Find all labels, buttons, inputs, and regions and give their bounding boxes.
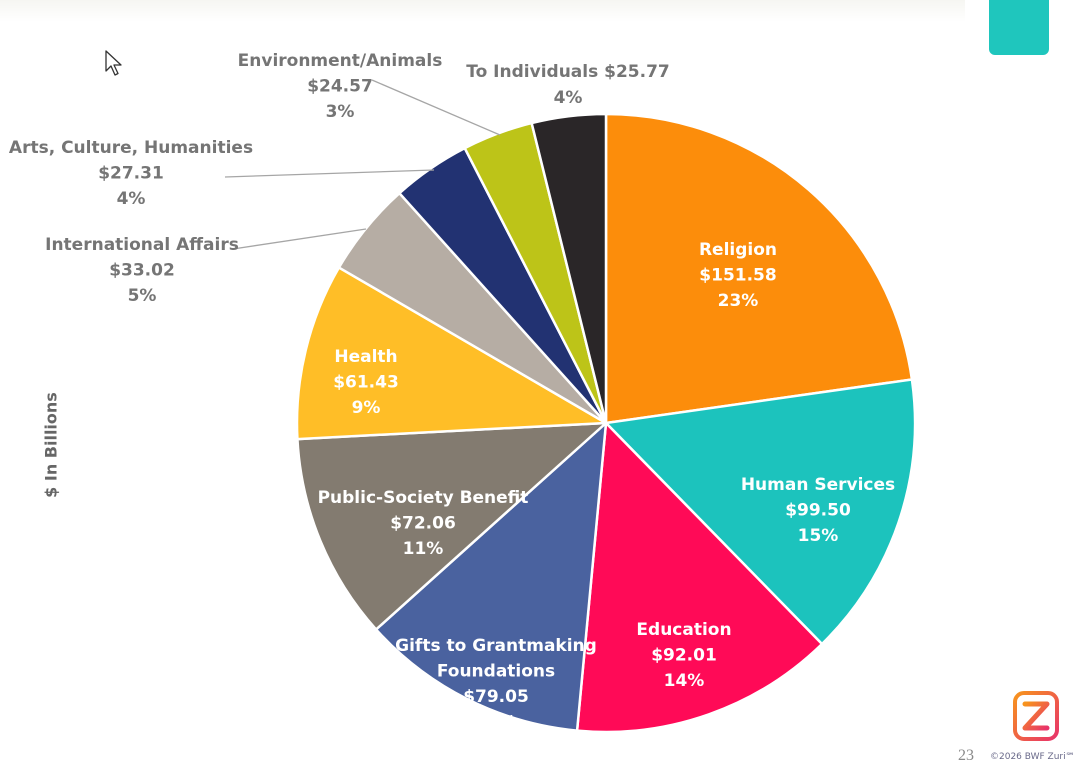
data-label-value-environment-animals: $24.57 — [307, 77, 373, 97]
pie-slice-health — [295, 266, 608, 441]
data-label-value-human-services: $99.50 — [785, 501, 851, 521]
data-label-name-international-affairs: International Affairs — [45, 235, 239, 255]
data-label-pct-public-society-benefit: 11% — [403, 539, 444, 559]
copyright-notice: ©2026 BWF Zuri℠ — [990, 752, 1075, 762]
zuri-logo-icon — [1013, 691, 1059, 741]
data-label-value-public-society-benefit: $72.06 — [390, 514, 456, 534]
pie-slice-public-society-benefit — [296, 421, 608, 631]
leader-line-international-affairs — [232, 228, 367, 250]
data-label-name-gifts-to-grantmaking-foundations: Gifts to Grantmaking — [395, 636, 597, 656]
data-label-pct-to-individuals: 4% — [554, 88, 583, 108]
data-label-name-health: Health — [334, 347, 397, 367]
pie-slice-human-services — [604, 378, 917, 646]
pie-slice-to-individuals — [530, 112, 608, 425]
data-label-pct-gifts-to-grantmaking-foundations: 12% — [476, 713, 517, 733]
slide-number: 23 — [958, 747, 974, 764]
accent-corner-block — [989, 0, 1049, 55]
data-label-name-religion: Religion — [699, 240, 777, 260]
data-label-pct-arts-culture-humanities: 4% — [117, 189, 146, 209]
data-label-value-education: $92.01 — [651, 646, 717, 666]
pie-slice-religion — [604, 112, 914, 425]
data-label-value-arts-culture-humanities: $27.31 — [98, 164, 164, 184]
data-label-pct-environment-animals: 3% — [326, 102, 355, 122]
data-label-pct-international-affairs: 5% — [128, 286, 157, 306]
data-label-name-environment-animals: Environment/Animals — [238, 51, 443, 71]
data-label-name-education: Education — [636, 620, 731, 640]
data-label-value-gifts-to-grantmaking-foundations: $79.05 — [463, 687, 529, 707]
top-band — [0, 0, 965, 22]
data-label-name-gifts-to-grantmaking-foundations: Foundations — [437, 662, 555, 682]
data-label-pct-human-services: 15% — [798, 526, 839, 546]
data-label-pct-religion: 23% — [718, 291, 759, 311]
leader-line-arts-culture-humanities — [224, 169, 435, 178]
data-label-name-arts-culture-humanities: Arts, Culture, Humanities — [9, 138, 253, 158]
mouse-cursor-icon — [105, 50, 122, 76]
data-label-pct-health: 9% — [352, 398, 381, 418]
pie-slice-education — [575, 421, 824, 734]
data-label-value-international-affairs: $33.02 — [109, 261, 175, 281]
data-label-name-public-society-benefit: Public-Society Benefit — [318, 488, 529, 508]
data-label-name-human-services: Human Services — [741, 475, 895, 495]
data-label-value-health: $61.43 — [333, 373, 399, 393]
data-label-value-religion: $151.58 — [699, 266, 776, 286]
data-label-pct-education: 14% — [664, 671, 705, 691]
leader-line-environment-animals — [371, 79, 501, 136]
pie-slice-gifts-to-grantmaking-foundations — [374, 421, 608, 732]
data-label-name-value-to-individuals: To Individuals $25.77 — [466, 62, 669, 82]
